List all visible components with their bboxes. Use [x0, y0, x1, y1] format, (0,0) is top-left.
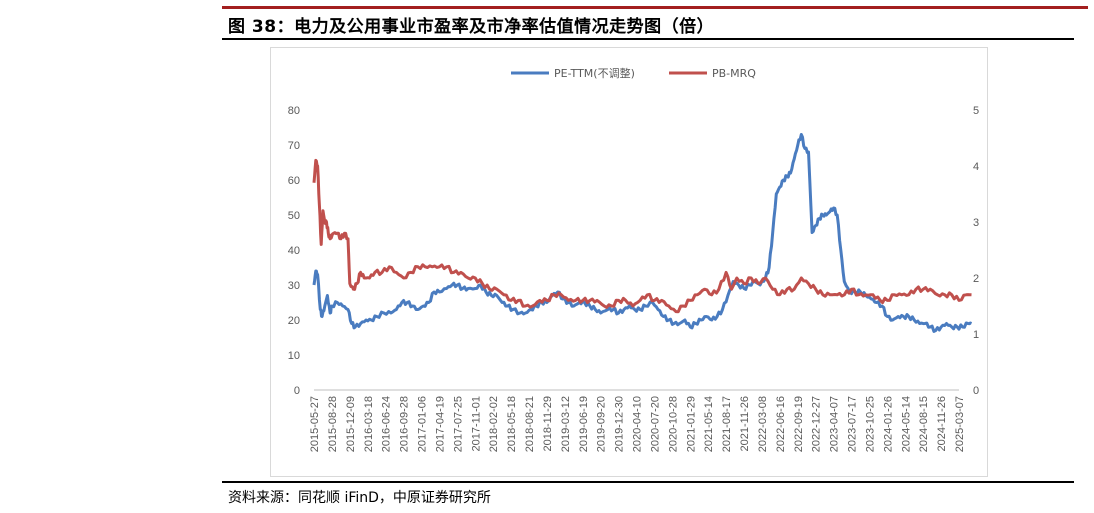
x-tick-label: 2021-05-14: [703, 396, 715, 452]
x-tick-label: 2022-12-27: [811, 396, 823, 452]
x-tick-label: 2018-05-18: [506, 396, 518, 452]
legend-pb-mrq-label: PB-MRQ: [712, 67, 756, 80]
y-right-tick-label: 1: [973, 329, 979, 341]
y-right-tick-label: 2: [973, 273, 979, 285]
x-tick-label: 2016-09-28: [399, 396, 411, 452]
x-tick-label: 2022-03-08: [757, 396, 769, 452]
x-tick-label: 2017-01-06: [417, 396, 429, 452]
x-tick-label: 2015-05-27: [309, 396, 321, 452]
x-tick-label: 2022-06-16: [775, 396, 787, 452]
x-tick-label: 2023-07-17: [847, 396, 859, 452]
x-tick-label: 2018-08-21: [524, 396, 536, 452]
x-tick-label: 2019-06-19: [578, 396, 590, 452]
y-left-tick-label: 40: [288, 245, 300, 257]
x-tick-label: 2015-08-28: [327, 396, 339, 452]
y-right-tick-label: 3: [973, 217, 979, 229]
top-accent-rule: [222, 6, 1088, 9]
y-left-tick-label: 10: [288, 350, 300, 362]
x-tick-label: 2023-04-07: [829, 396, 841, 452]
source-note: 资料来源：同花顺 iFinD，中原证券研究所: [228, 490, 491, 506]
x-tick-label: 2025-03-07: [954, 396, 966, 452]
x-tick-label: 2024-05-14: [900, 396, 912, 452]
x-tick-label: 2017-11-01: [470, 396, 482, 451]
x-tick-label: 2018-02-02: [488, 396, 500, 452]
y-left-tick-label: 0: [294, 385, 300, 397]
x-tick-label: 2016-03-18: [363, 396, 375, 452]
y-left-tick-label: 30: [288, 280, 300, 292]
x-tick-label: 2016-06-24: [381, 396, 393, 452]
x-tick-label: 2021-08-17: [721, 396, 733, 452]
x-tick-label: 2021-11-26: [739, 396, 751, 451]
y-left-tick-label: 80: [288, 105, 300, 117]
y-right-tick-label: 0: [973, 385, 979, 397]
x-tick-label: 2024-11-26: [936, 396, 948, 451]
pb-mrq-series-line: [312, 158, 972, 314]
y-left-tick-label: 70: [288, 140, 300, 152]
y-left-tick-label: 50: [288, 210, 300, 222]
x-tick-label: 2023-10-25: [864, 396, 876, 452]
y-right-tick-label: 5: [973, 105, 979, 117]
chart-frame: 0 10 20 30 40 50 60 70 80 0 1 2 3 4 5 2015-05-27 2015-…: [270, 47, 988, 477]
x-tick-label: 2020-10-28: [667, 396, 679, 452]
title-rule: [222, 38, 1074, 40]
x-tick-label: 2015-12-09: [345, 396, 357, 452]
x-tick-label: 2020-07-20: [649, 396, 661, 452]
y-left-tick-label: 60: [288, 175, 300, 187]
x-tick-label: 2017-04-19: [434, 396, 446, 452]
x-tick-label: 2024-08-15: [918, 396, 930, 452]
legend-pe-ttm-label: PE-TTM(不调整): [554, 66, 635, 80]
y-right-tick-label: 4: [973, 161, 979, 173]
x-tick-label: 2024-01-26: [882, 396, 894, 452]
line-chart: 0 10 20 30 40 50 60 70 80 0 1 2 3 4 5 2015-05-27 2015-…: [288, 66, 979, 452]
figure-title: 图 38：电力及公用事业市盈率及市净率估值情况走势图（倍）: [228, 17, 715, 37]
pe-ttm-series-line: [312, 133, 973, 333]
x-tick-label: 2019-09-20: [596, 396, 608, 452]
x-tick-label: 2021-01-29: [685, 396, 697, 452]
x-tick-label: 2019-12-30: [614, 396, 626, 452]
x-tick-label: 2022-09-19: [793, 396, 805, 452]
bottom-rule: [222, 481, 1074, 483]
x-tick-label: 2020-04-10: [632, 396, 644, 452]
x-tick-label: 2019-03-12: [560, 396, 572, 452]
x-tick-label: 2017-07-25: [452, 396, 464, 452]
y-left-tick-label: 20: [288, 315, 300, 327]
x-tick-label: 2018-11-29: [542, 396, 554, 451]
